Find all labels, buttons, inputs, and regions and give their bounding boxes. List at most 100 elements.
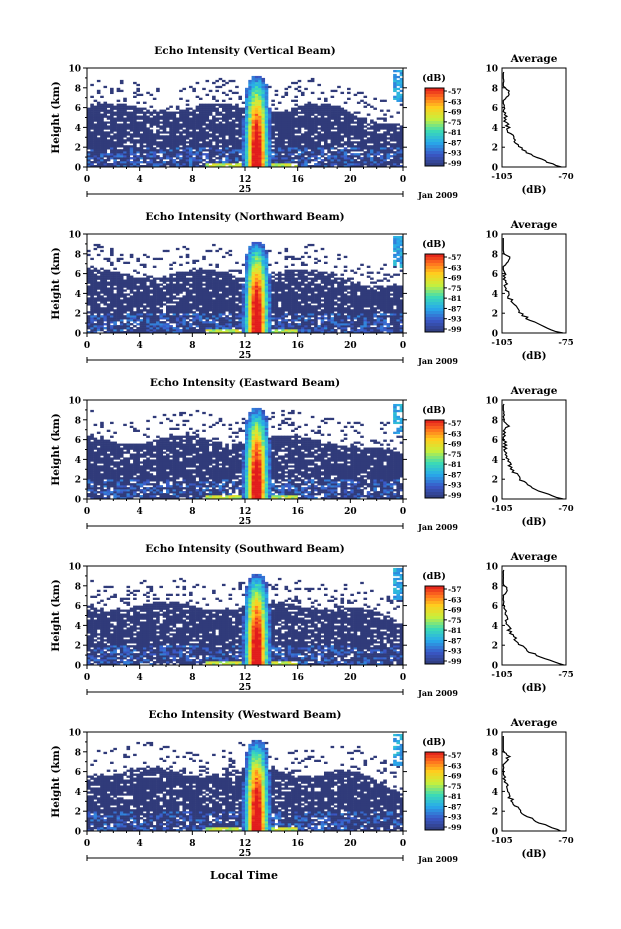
heatmap-cell — [340, 155, 345, 158]
heatmap-cell — [258, 315, 262, 318]
heatmap-cell — [110, 253, 114, 257]
heatmap-cell — [133, 157, 137, 160]
heatmap-cell — [172, 111, 177, 114]
heatmap-cell — [182, 329, 187, 332]
heatmap-cell — [126, 157, 131, 160]
heatmap-cell — [195, 301, 200, 304]
heatmap-cell — [396, 81, 401, 85]
heatmap-cell — [231, 161, 236, 164]
heatmap-cell — [93, 165, 98, 168]
heatmap-cell — [225, 155, 229, 158]
heatmap-cell — [254, 271, 259, 274]
heatmap-cell — [100, 137, 104, 140]
heatmap-cell — [87, 277, 91, 280]
heatmap-cell — [215, 111, 219, 114]
heatmap-cell — [162, 113, 167, 116]
heatmap-cell — [119, 131, 124, 134]
heatmap-cell — [179, 277, 183, 280]
heatmap-cell — [175, 285, 180, 288]
heatmap-cell — [277, 295, 282, 298]
heatmap-cell — [317, 157, 322, 160]
heatmap-cell — [300, 281, 305, 284]
heatmap-cell — [248, 81, 252, 85]
heatmap-cell — [284, 323, 289, 326]
heatmap-cell — [379, 143, 384, 146]
heatmap-cell — [353, 153, 358, 156]
heatmap-cell — [166, 293, 170, 296]
heatmap-cell — [287, 153, 292, 156]
heatmap-cell — [152, 123, 157, 126]
heatmap-cell — [136, 89, 140, 93]
heatmap-cell — [133, 291, 137, 294]
heatmap-cell — [370, 141, 374, 144]
heatmap-cell — [169, 329, 173, 332]
heatmap-cell — [389, 137, 394, 140]
heatmap-cell — [245, 133, 249, 136]
heatmap-cell — [258, 279, 262, 282]
heatmap-cell — [277, 271, 282, 274]
heatmap-cell — [231, 301, 236, 304]
heatmap-cell — [198, 137, 203, 140]
heatmap-cell — [179, 283, 183, 286]
heatmap-cell — [277, 125, 282, 128]
heatmap-cell — [103, 107, 108, 110]
heatmap-cell — [291, 109, 295, 112]
heatmap-cell — [307, 147, 312, 150]
heatmap-cell — [274, 291, 279, 294]
heatmap-cell — [324, 119, 328, 122]
heatmap-cell — [123, 123, 127, 126]
heatmap-cell — [254, 111, 259, 114]
heatmap-cell — [129, 137, 134, 140]
heatmap-cell — [294, 301, 298, 304]
heatmap-cell — [307, 277, 312, 280]
heatmap-cell — [291, 129, 295, 132]
heatmap-cell — [396, 111, 401, 114]
heatmap-cell — [343, 125, 348, 128]
heatmap-cell — [146, 165, 150, 168]
heatmap-cell — [93, 285, 98, 288]
heatmap-cell — [195, 143, 200, 146]
heatmap-cell — [159, 297, 164, 300]
heatmap-cell — [241, 117, 246, 120]
heatmap-cell — [320, 161, 325, 164]
heatmap-cell — [248, 161, 252, 164]
heatmap-cell — [251, 303, 256, 306]
heatmap-cell — [254, 269, 259, 272]
heatmap-cell — [93, 317, 98, 320]
heatmap-cell — [142, 263, 147, 266]
heatmap-cell — [353, 137, 358, 140]
heatmap-cell — [195, 271, 200, 274]
heatmap-cell — [113, 319, 117, 322]
heatmap-cell — [162, 277, 167, 280]
heatmap-cell — [268, 127, 272, 130]
heatmap-cell — [195, 287, 200, 290]
heatmap-cell — [287, 113, 292, 116]
heatmap-cell — [376, 159, 381, 162]
heatmap-cell — [291, 257, 295, 261]
heatmap-cell — [195, 133, 200, 136]
heatmap-cell — [271, 141, 275, 144]
heatmap-cell — [235, 277, 239, 280]
heatmap-cell — [370, 121, 374, 124]
heatmap-cell — [399, 71, 404, 75]
heatmap-cell — [113, 283, 117, 286]
heatmap-cell — [221, 165, 226, 168]
heatmap-cell — [218, 301, 223, 304]
heatmap-cell — [297, 127, 302, 130]
heatmap-cell — [264, 101, 269, 104]
heatmap-cell — [376, 145, 381, 148]
heatmap-cell — [277, 121, 282, 124]
heatmap-cell — [225, 81, 229, 85]
heatmap-cell — [363, 153, 368, 156]
heatmap-cell — [330, 141, 335, 144]
heatmap-cell — [208, 301, 213, 304]
heatmap-cell — [110, 305, 114, 308]
heatmap-cell — [254, 327, 259, 330]
heatmap-cell — [241, 139, 246, 142]
heatmap-cell — [287, 111, 292, 114]
heatmap-cell — [363, 135, 368, 138]
heatmap-cell — [340, 137, 345, 140]
heatmap-cell — [228, 163, 233, 166]
heatmap-cell — [100, 327, 104, 330]
heatmap-cell — [254, 103, 259, 106]
